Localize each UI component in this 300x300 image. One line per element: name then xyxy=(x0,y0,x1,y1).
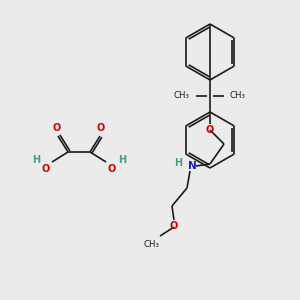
Text: N: N xyxy=(188,161,196,171)
Text: O: O xyxy=(108,164,116,174)
Text: H: H xyxy=(174,158,182,168)
Text: H: H xyxy=(118,155,126,165)
Text: H: H xyxy=(32,155,40,165)
Text: O: O xyxy=(53,123,61,133)
Text: O: O xyxy=(97,123,105,133)
Text: CH₃: CH₃ xyxy=(143,240,159,249)
Text: O: O xyxy=(206,125,214,135)
Text: CH₃: CH₃ xyxy=(230,92,246,100)
Text: O: O xyxy=(170,221,178,231)
Text: O: O xyxy=(42,164,50,174)
Text: CH₃: CH₃ xyxy=(174,92,190,100)
